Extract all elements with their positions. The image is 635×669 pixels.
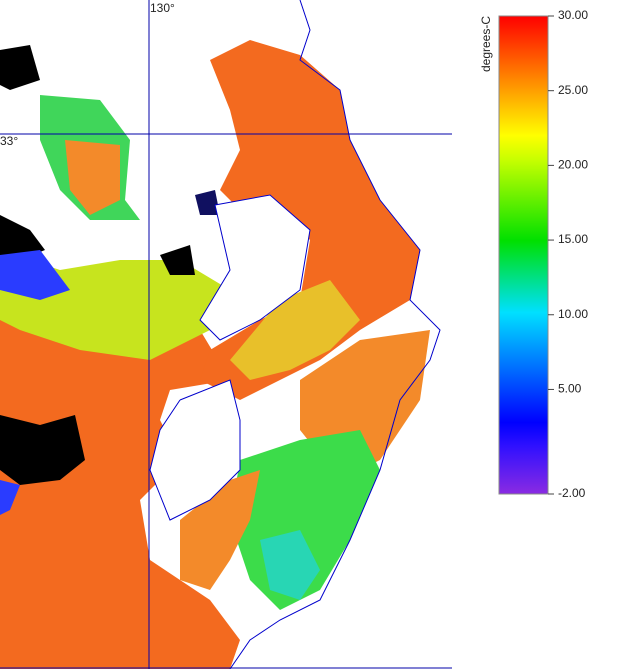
colorbar-tick-label: 15.00 (558, 232, 588, 246)
colorbar-label: degrees-C (479, 16, 493, 72)
cold-ring-left (0, 480, 20, 515)
coastlines (149, 0, 441, 669)
sea-nw-orange (65, 140, 120, 215)
cold-blob-nw (0, 215, 45, 260)
colorbar-tick-label: -2.00 (558, 486, 586, 500)
sea-north (200, 40, 420, 400)
land-island (150, 380, 240, 520)
colorbar-tick-label: 5.00 (558, 382, 582, 396)
cold-blob-small (195, 190, 220, 215)
longitude-label: 130° (150, 1, 175, 15)
cold-blob-top (0, 45, 40, 90)
colorbar-tick-label: 25.00 (558, 83, 588, 97)
colorbar-tick-label: 30.00 (558, 8, 588, 22)
coastline (199, 194, 311, 341)
sst-field (0, 40, 430, 669)
colorbar (498, 15, 549, 495)
sea-west (0, 300, 240, 669)
latitude-label: 33° (0, 134, 18, 148)
coastline (229, 0, 441, 669)
cold-blob-left (0, 415, 85, 485)
cold-blob-mid (160, 245, 195, 275)
sea-bay-orange (180, 470, 260, 590)
colorbar-tick-label: 10.00 (558, 307, 588, 321)
sea-se-cyan (260, 530, 320, 600)
cold-blue-nw (0, 250, 70, 300)
colorbar-tick-label: 20.00 (558, 158, 588, 172)
land-peninsula (200, 195, 310, 340)
coastline (149, 379, 241, 521)
sea-mid-yellow (230, 280, 360, 380)
